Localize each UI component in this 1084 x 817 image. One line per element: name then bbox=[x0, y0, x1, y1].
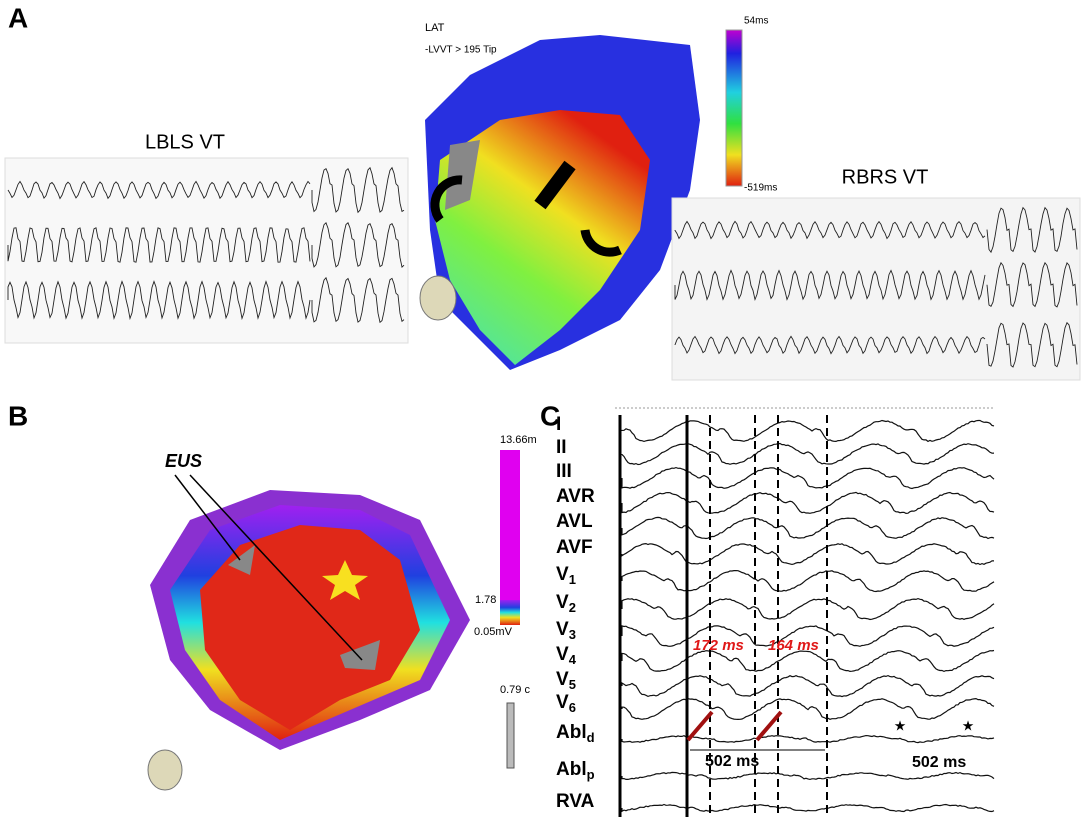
lead-subscript: p bbox=[587, 767, 595, 782]
scale-bottom: -519ms bbox=[744, 183, 777, 194]
lead-name: V bbox=[556, 644, 569, 665]
lead-name: V bbox=[556, 564, 569, 585]
lead-trace bbox=[622, 517, 994, 538]
annotation: EUS bbox=[165, 451, 202, 471]
lead-label: V3 bbox=[556, 619, 576, 642]
size-bar bbox=[507, 703, 514, 768]
lead-subscript: 6 bbox=[569, 700, 576, 715]
lead-subscript: 1 bbox=[569, 572, 576, 587]
panel-label: B bbox=[8, 400, 28, 431]
lead-name: V bbox=[556, 669, 569, 690]
figure: A LBLS VT LAT -LVVT > 195 Tip 54ms -519m… bbox=[0, 0, 1084, 817]
scale-top: 13.66m bbox=[500, 434, 537, 446]
lead-name: RVA bbox=[556, 791, 595, 812]
cycle-length: 502 ms bbox=[912, 754, 966, 771]
map-title: LAT bbox=[425, 22, 445, 34]
lead-subscript: 3 bbox=[569, 627, 576, 642]
lead-trace bbox=[622, 676, 994, 697]
lead-label: V6 bbox=[556, 692, 576, 715]
cycle-length: 502 ms bbox=[705, 753, 759, 770]
star-marker: ★ bbox=[962, 718, 975, 734]
lead-trace bbox=[622, 571, 994, 592]
scale-bottom: 0.05mV bbox=[474, 626, 513, 638]
scale-mid: 1.78 bbox=[475, 594, 496, 606]
lead-name: AVF bbox=[556, 537, 593, 558]
lead-trace bbox=[622, 444, 994, 465]
lead-label: II bbox=[556, 437, 567, 458]
orientation-icon bbox=[420, 276, 456, 320]
lead-trace bbox=[622, 492, 994, 513]
arrow bbox=[688, 712, 712, 740]
lead-label: V2 bbox=[556, 592, 576, 615]
lead-label: V1 bbox=[556, 564, 576, 587]
lead-trace bbox=[622, 599, 994, 620]
lead-label: I bbox=[556, 414, 561, 435]
scale-size: 0.79 c bbox=[500, 684, 530, 696]
lead-subscript: 4 bbox=[569, 652, 577, 667]
lead-name: V bbox=[556, 619, 569, 640]
lead-label: Ablp bbox=[556, 759, 595, 782]
star-marker: ★ bbox=[894, 718, 907, 734]
lead-name: Abl bbox=[556, 759, 587, 780]
lead-name: V bbox=[556, 592, 569, 613]
orientation-icon bbox=[148, 750, 182, 790]
scale-top: 54ms bbox=[744, 16, 768, 27]
interval: 172 ms bbox=[693, 637, 744, 654]
interval: 164 ms bbox=[768, 637, 819, 654]
lead-subscript: 5 bbox=[569, 677, 576, 692]
lead-label: V4 bbox=[556, 644, 577, 667]
ecg-title: LBLS VT bbox=[145, 131, 225, 153]
lead-name: III bbox=[556, 461, 572, 482]
lead-name: AVR bbox=[556, 486, 595, 507]
lead-name: I bbox=[556, 414, 561, 435]
lead-trace bbox=[622, 421, 994, 442]
panel-label: A bbox=[8, 2, 28, 33]
lead-name: II bbox=[556, 437, 567, 458]
lead-trace bbox=[622, 468, 994, 489]
map-subtitle: -LVVT > 195 Tip bbox=[425, 45, 497, 56]
lead-name: Abl bbox=[556, 722, 587, 743]
lead-name: V bbox=[556, 692, 569, 713]
lead-label: III bbox=[556, 461, 572, 482]
lead-label: Abld bbox=[556, 722, 595, 745]
lead-label: V5 bbox=[556, 669, 576, 692]
lead-name: AVL bbox=[556, 511, 593, 532]
lead-label: AVR bbox=[556, 486, 595, 507]
lead-trace bbox=[622, 736, 994, 743]
lead-trace bbox=[622, 772, 994, 779]
color-scale bbox=[726, 30, 742, 186]
lead-subscript: 2 bbox=[569, 600, 576, 615]
lead-label: AVF bbox=[556, 537, 593, 558]
lead-trace bbox=[622, 544, 994, 565]
color-scale bbox=[500, 450, 520, 600]
lead-label: RVA bbox=[556, 791, 595, 812]
color-scale bbox=[500, 600, 520, 625]
lead-label: AVL bbox=[556, 511, 593, 532]
lead-trace bbox=[622, 699, 994, 720]
lead-trace bbox=[622, 805, 994, 812]
ecg-title: RBRS VT bbox=[842, 166, 929, 188]
lead-subscript: d bbox=[587, 730, 595, 745]
